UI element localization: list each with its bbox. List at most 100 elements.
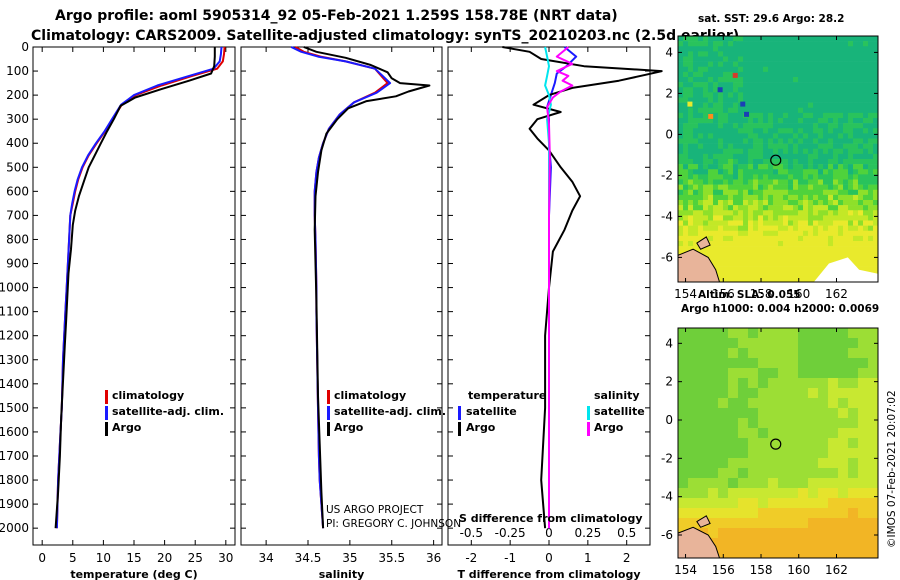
map-cell xyxy=(828,398,839,409)
map-cell xyxy=(753,82,759,88)
map-cell xyxy=(718,241,724,247)
map-cell xyxy=(703,112,709,119)
map-cell xyxy=(693,36,699,42)
map-cell xyxy=(803,184,809,191)
map-cell xyxy=(688,153,694,160)
map-cell xyxy=(783,164,789,170)
map-cell xyxy=(678,328,689,339)
map-cell xyxy=(868,205,874,211)
map-cell xyxy=(733,41,739,47)
map-cell xyxy=(783,276,789,283)
map-cell xyxy=(793,71,799,78)
map-cell xyxy=(788,97,794,103)
map-cell xyxy=(768,256,774,262)
map-cell xyxy=(863,164,869,170)
map-cell xyxy=(703,92,709,98)
map-cell xyxy=(713,210,719,216)
map-cell xyxy=(858,261,864,267)
map-cell xyxy=(678,348,689,359)
map-cell xyxy=(868,488,879,499)
map-cell xyxy=(748,200,754,206)
map-cell xyxy=(793,271,799,278)
map-cell xyxy=(778,388,789,399)
map-cell xyxy=(713,51,719,57)
map-cell xyxy=(808,66,814,73)
map-cell xyxy=(863,241,869,247)
map-cell xyxy=(813,61,819,68)
map-cell xyxy=(763,97,769,103)
map-cell xyxy=(713,41,719,47)
map-cell xyxy=(678,246,684,252)
map-cell xyxy=(803,66,809,73)
map-cell xyxy=(708,174,714,180)
map-cell xyxy=(743,51,749,57)
map-cell xyxy=(858,235,864,242)
map-cell xyxy=(678,468,689,479)
map-cell xyxy=(768,61,774,68)
map-cell xyxy=(758,358,769,369)
map-cell xyxy=(693,71,699,78)
map-cell xyxy=(848,428,859,439)
map-cell xyxy=(768,468,779,479)
map-cell xyxy=(693,133,699,139)
map-cell xyxy=(738,87,744,93)
map-cell xyxy=(828,102,834,109)
map-cell xyxy=(688,348,699,359)
map-cell xyxy=(783,92,789,98)
map-cell xyxy=(728,194,734,201)
map-cell xyxy=(758,66,764,73)
map-cell xyxy=(808,205,814,211)
map-cell xyxy=(823,138,829,144)
map-cell xyxy=(723,235,729,242)
map-cell xyxy=(678,488,689,499)
map-cell xyxy=(863,143,869,150)
map-cell xyxy=(808,159,814,165)
map-cell xyxy=(738,448,749,459)
map-cell xyxy=(758,266,764,273)
map-cell xyxy=(693,66,699,73)
map-cell xyxy=(698,179,704,185)
map-cell xyxy=(738,358,749,369)
map-cell xyxy=(873,200,879,206)
map-cell xyxy=(743,251,749,257)
map-cell xyxy=(703,87,709,93)
map-cell xyxy=(723,159,729,165)
map-cell xyxy=(813,225,819,232)
map-cell xyxy=(743,194,749,201)
map-cell xyxy=(823,215,829,221)
map-cell xyxy=(793,194,799,201)
map-cell xyxy=(758,368,769,379)
map-cell xyxy=(833,159,839,165)
x-tick-label: 5 xyxy=(69,551,77,565)
map-cell xyxy=(773,205,779,211)
map-cell xyxy=(818,200,824,206)
map-cell xyxy=(703,246,709,252)
map-cell xyxy=(828,518,839,529)
map-cell xyxy=(788,92,794,98)
map-cell xyxy=(763,138,769,144)
map-cell xyxy=(833,220,839,226)
map-cell xyxy=(728,235,734,242)
map-cell xyxy=(823,51,829,57)
map-cell xyxy=(713,256,719,262)
map-cell xyxy=(708,498,719,509)
legend-swatch-t-satellite xyxy=(458,406,461,420)
map-cell xyxy=(703,41,709,47)
map-cell xyxy=(703,194,709,201)
map-cell xyxy=(798,133,804,139)
map-cell xyxy=(783,159,789,165)
map-cell xyxy=(678,235,684,242)
map-cell xyxy=(783,179,789,185)
map-cell xyxy=(828,408,839,419)
map-cell xyxy=(798,428,809,439)
map-cell xyxy=(738,428,749,439)
map-cell xyxy=(863,148,869,155)
map-cell xyxy=(808,358,819,369)
map-cell xyxy=(788,438,799,449)
map-cell xyxy=(783,194,789,201)
map-cell xyxy=(853,61,859,68)
map-cell xyxy=(858,256,864,262)
map-cell xyxy=(873,189,879,196)
map-cell xyxy=(803,82,809,88)
